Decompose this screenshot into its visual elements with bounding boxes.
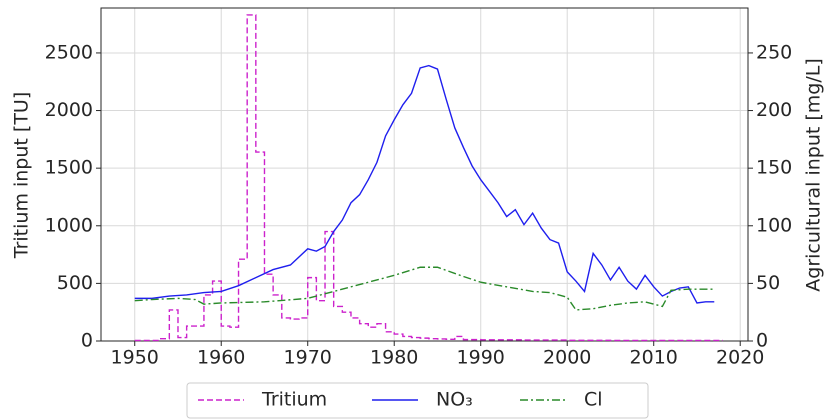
y-axis-label: Tritium input [TU]: [11, 92, 33, 259]
y-tick-label: 1000: [45, 214, 93, 236]
data-line: [134, 266, 715, 311]
legend: Tritium NO₃ Cl: [186, 382, 649, 419]
y-tick-label: 2000: [45, 99, 93, 121]
x-tick-label: 1960: [197, 347, 245, 369]
y2-tick-label: 200: [756, 99, 792, 121]
y-tick-label: 2500: [45, 41, 93, 63]
data-line: [134, 64, 715, 304]
y2-tick-label: 250: [756, 41, 792, 63]
x-tick-label: 1970: [284, 347, 332, 369]
x-tick-label: 1990: [457, 347, 505, 369]
y-tick-label: 1500: [45, 157, 93, 179]
y-tick-label: 0: [81, 330, 93, 352]
y2-tick-label: 100: [756, 214, 792, 236]
x-tick-label: 2000: [543, 347, 591, 369]
legend-label: Tritium: [261, 389, 327, 411]
x-tick-label: 1980: [370, 347, 418, 369]
x-tick-label: 2020: [716, 347, 764, 369]
plot-frame: [100, 7, 749, 342]
legend-label: Cl: [584, 389, 603, 411]
y2-axis-label: Agricultural input [mg/L]: [803, 58, 825, 291]
y2-tick-label: 0: [756, 330, 768, 352]
legend-label: NO₃: [436, 389, 473, 411]
x-tick-label: 1950: [111, 347, 159, 369]
y2-tick-label: 150: [756, 157, 792, 179]
x-tick-label: 2010: [630, 347, 678, 369]
y2-tick-label: 50: [756, 272, 780, 294]
y-tick-label: 500: [57, 272, 93, 294]
